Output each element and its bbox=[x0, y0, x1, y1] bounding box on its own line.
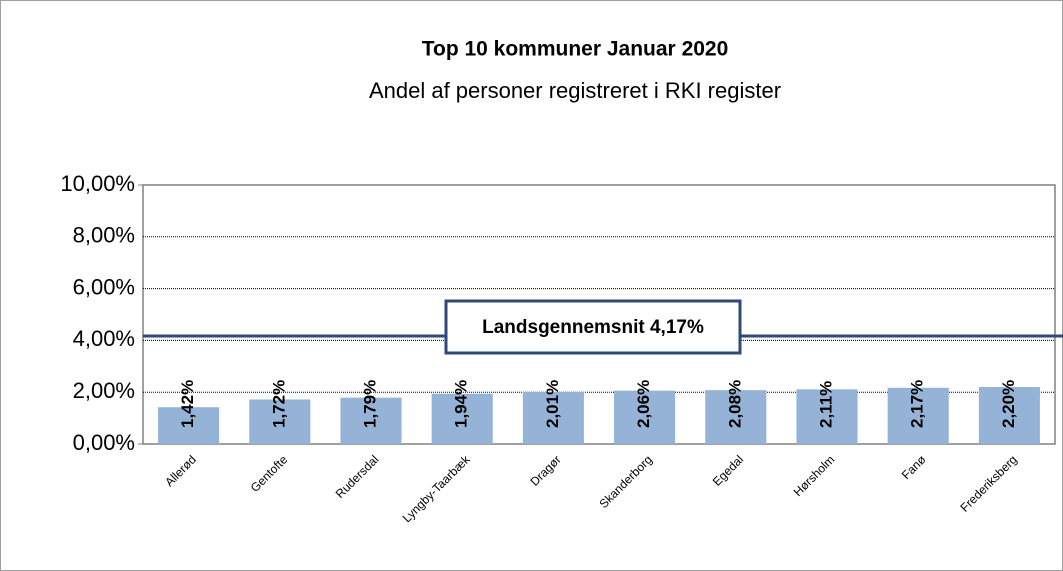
chart-subtitle: Andel af personer registreret i RKI regi… bbox=[369, 78, 781, 103]
value-label: 2,06% bbox=[634, 380, 653, 428]
bar bbox=[249, 399, 311, 444]
value-label: 2,08% bbox=[725, 380, 744, 428]
value-label: 2,20% bbox=[999, 380, 1018, 428]
annotation: Landsgennemsnit 4,17% bbox=[482, 317, 704, 338]
value-label: 1,72% bbox=[269, 380, 288, 428]
bar bbox=[158, 407, 220, 444]
bar bbox=[796, 389, 858, 444]
bar bbox=[705, 390, 767, 444]
value-label: 1,79% bbox=[360, 380, 379, 428]
y-tick-label: 2,00% bbox=[73, 378, 135, 403]
y-tick-label: 6,00% bbox=[73, 274, 135, 299]
value-label: 2,11% bbox=[816, 381, 835, 428]
y-tick-label: 0,00% bbox=[73, 430, 135, 455]
bar bbox=[522, 391, 584, 444]
value-label: 2,17% bbox=[908, 380, 927, 428]
y-tick-label: 10,00% bbox=[60, 171, 135, 196]
annotation-box bbox=[444, 299, 742, 355]
bar bbox=[340, 397, 402, 444]
bar bbox=[887, 387, 949, 444]
value-label: 1,94% bbox=[452, 380, 471, 428]
y-tick-label: 8,00% bbox=[73, 223, 135, 248]
bar bbox=[978, 387, 1040, 444]
bar bbox=[431, 393, 493, 444]
y-tick-label: 4,00% bbox=[73, 326, 135, 351]
chart-title: Top 10 kommuner Januar 2020 bbox=[422, 38, 729, 61]
value-label: 1,42% bbox=[178, 380, 197, 428]
value-label: 2,01% bbox=[543, 380, 562, 428]
bar bbox=[614, 390, 676, 444]
